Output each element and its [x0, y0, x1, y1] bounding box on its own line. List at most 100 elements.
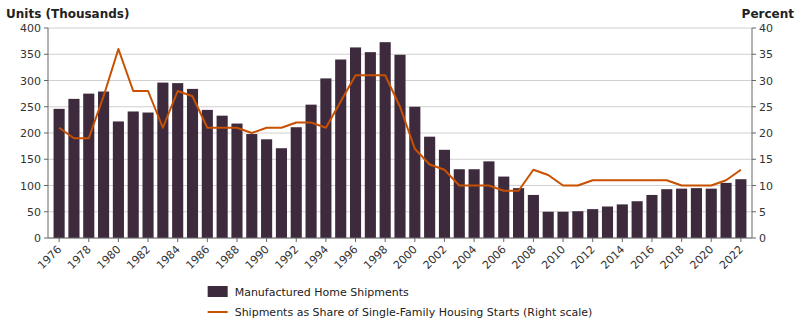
y2-tick — [752, 133, 756, 134]
y2-tick — [752, 28, 756, 29]
x-tick — [474, 238, 475, 242]
y2-tick-label: 10 — [759, 180, 773, 193]
y2-axis — [752, 28, 753, 238]
x-tick-label: 1992 — [272, 243, 301, 272]
bar — [217, 116, 228, 238]
y-tick-label: 150 — [20, 153, 41, 166]
y2-tick — [752, 238, 756, 239]
x-tick-label: 1976 — [35, 243, 64, 272]
bar — [291, 127, 302, 238]
x-tick-label: 2004 — [450, 243, 479, 272]
y-tick — [44, 185, 48, 186]
y-axis — [48, 28, 49, 238]
x-tick — [651, 238, 652, 242]
bar — [735, 179, 746, 238]
y2-tick-label: 40 — [759, 22, 773, 35]
x-tick — [88, 238, 89, 242]
y-tick-label: 100 — [20, 180, 41, 193]
bar — [543, 212, 554, 238]
bar — [454, 169, 465, 238]
y2-tick-label: 35 — [759, 48, 773, 61]
y-tick — [44, 133, 48, 134]
x-tick — [266, 238, 267, 242]
x-tick-label: 1984 — [154, 243, 183, 272]
y2-tick-label: 0 — [759, 232, 766, 245]
x-tick-label: 2002 — [421, 243, 450, 272]
x-tick-label: 1990 — [243, 243, 272, 272]
y2-tick — [752, 211, 756, 212]
x-axis — [48, 238, 752, 239]
bar — [335, 60, 346, 239]
x-tick — [385, 238, 386, 242]
plot-area — [54, 42, 747, 238]
bar — [572, 211, 583, 238]
x-tick-label: 2000 — [391, 243, 420, 272]
bar — [691, 188, 702, 238]
x-tick — [59, 238, 60, 242]
bar — [424, 137, 435, 238]
x-tick — [325, 238, 326, 242]
bar — [157, 83, 168, 238]
y-tick-label: 0 — [34, 232, 41, 245]
x-tick-label: 1996 — [332, 243, 361, 272]
y2-tick-label: 5 — [759, 206, 766, 219]
grid-line — [48, 28, 752, 29]
x-tick — [503, 238, 504, 242]
y-tick — [44, 106, 48, 107]
bar — [587, 209, 598, 238]
bar — [706, 189, 717, 238]
legend: Manufactured Home Shipments Shipments as … — [208, 286, 593, 319]
y-tick — [44, 238, 48, 239]
bar — [246, 134, 257, 238]
y2-tick-label: 25 — [759, 101, 773, 114]
x-tick — [563, 238, 564, 242]
x-tick-label: 2008 — [510, 243, 539, 272]
x-tick — [711, 238, 712, 242]
bar — [528, 195, 539, 238]
bar — [617, 204, 628, 238]
x-tick — [592, 238, 593, 242]
x-tick — [414, 238, 415, 242]
bar — [380, 42, 391, 238]
y-tick — [44, 159, 48, 160]
bar — [483, 161, 494, 238]
bar — [661, 189, 672, 238]
grid-line — [48, 54, 752, 55]
bar — [187, 89, 198, 238]
y-tick-label: 250 — [20, 101, 41, 114]
x-tick-label: 2014 — [598, 243, 627, 272]
y2-tick-label: 15 — [759, 153, 773, 166]
line — [59, 49, 741, 191]
x-tick — [681, 238, 682, 242]
bar — [68, 99, 79, 238]
bar — [261, 139, 272, 238]
x-tick-label: 1988 — [213, 243, 242, 272]
legend-label: Manufactured Home Shipments — [235, 286, 409, 299]
bar — [721, 183, 732, 238]
y-tick — [44, 28, 48, 29]
x-tick — [740, 238, 741, 242]
bar — [365, 52, 376, 238]
bar — [676, 189, 687, 238]
bar — [231, 124, 242, 238]
x-tick — [622, 238, 623, 242]
bar — [409, 107, 420, 238]
y-tick — [44, 80, 48, 81]
y-tick-label: 50 — [27, 206, 41, 219]
bar — [602, 207, 613, 239]
legend-swatch — [208, 311, 228, 313]
y-axis-label: Units (Thousands) — [6, 7, 129, 21]
bar — [394, 55, 405, 238]
bar — [439, 150, 450, 238]
y2-tick-label: 30 — [759, 75, 773, 88]
x-tick-label: 2018 — [658, 243, 687, 272]
y2-tick-label: 20 — [759, 127, 773, 140]
y2-tick — [752, 159, 756, 160]
x-tick-label: 1994 — [302, 243, 331, 272]
legend-label: Shipments as Share of Single-Family Hous… — [235, 306, 593, 319]
y-tick-label: 400 — [20, 22, 41, 35]
bar — [557, 212, 568, 238]
bar — [128, 111, 139, 238]
bar — [632, 201, 643, 238]
grid-line — [48, 238, 752, 239]
